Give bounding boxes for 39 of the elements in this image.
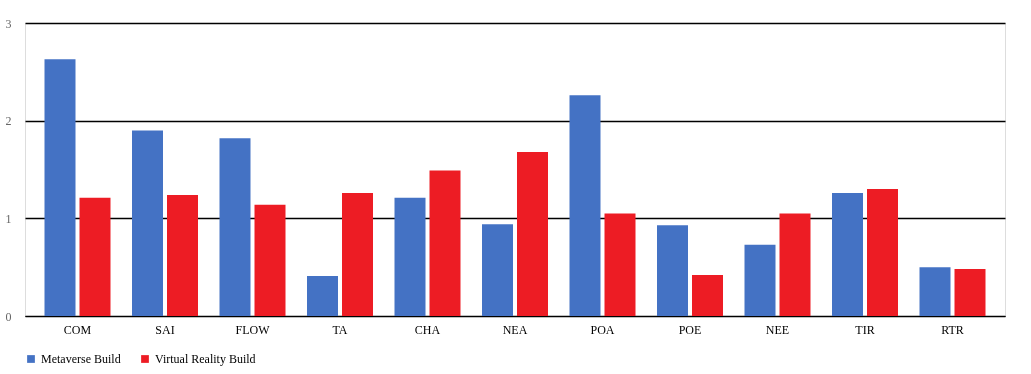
bar — [954, 269, 986, 316]
bar — [692, 274, 723, 316]
bar — [429, 170, 461, 316]
bar — [569, 95, 601, 316]
legend-label: Virtual Reality Build — [155, 352, 256, 366]
x-tick-label: FLOW — [235, 322, 271, 337]
y-tick-label: 2 — [5, 114, 12, 129]
bar — [132, 130, 163, 316]
x-tick-label: POA — [590, 322, 615, 337]
y-tick-label: 3 — [5, 16, 12, 31]
legend-label: Metaverse Build — [41, 352, 121, 366]
bar — [867, 189, 898, 316]
bar — [482, 224, 513, 316]
bar — [342, 192, 373, 316]
y-tick-label: 1 — [5, 211, 12, 226]
bar — [254, 204, 286, 316]
bar — [517, 151, 548, 316]
bar — [832, 192, 863, 316]
y-tick-label: 0 — [5, 309, 12, 324]
x-tick-label: NEA — [502, 322, 528, 337]
bar — [219, 138, 251, 316]
x-tick-label: POE — [678, 322, 702, 337]
bar — [779, 213, 811, 316]
bar — [657, 225, 688, 316]
bar — [79, 197, 111, 316]
x-tick-label: CHA — [414, 322, 441, 337]
x-tick-label: SAI — [155, 322, 175, 337]
bar — [394, 197, 426, 316]
x-tick-label: TIR — [855, 322, 875, 337]
x-tick-label: RTR — [941, 322, 964, 337]
x-tick-label: COM — [63, 322, 92, 337]
x-tick-label: TA — [332, 322, 348, 337]
x-tick-label: NEE — [765, 322, 790, 337]
bar — [744, 244, 776, 316]
bar — [604, 213, 636, 316]
bar — [307, 275, 338, 316]
bar — [167, 194, 198, 316]
bar — [919, 267, 951, 316]
bar — [44, 59, 76, 316]
